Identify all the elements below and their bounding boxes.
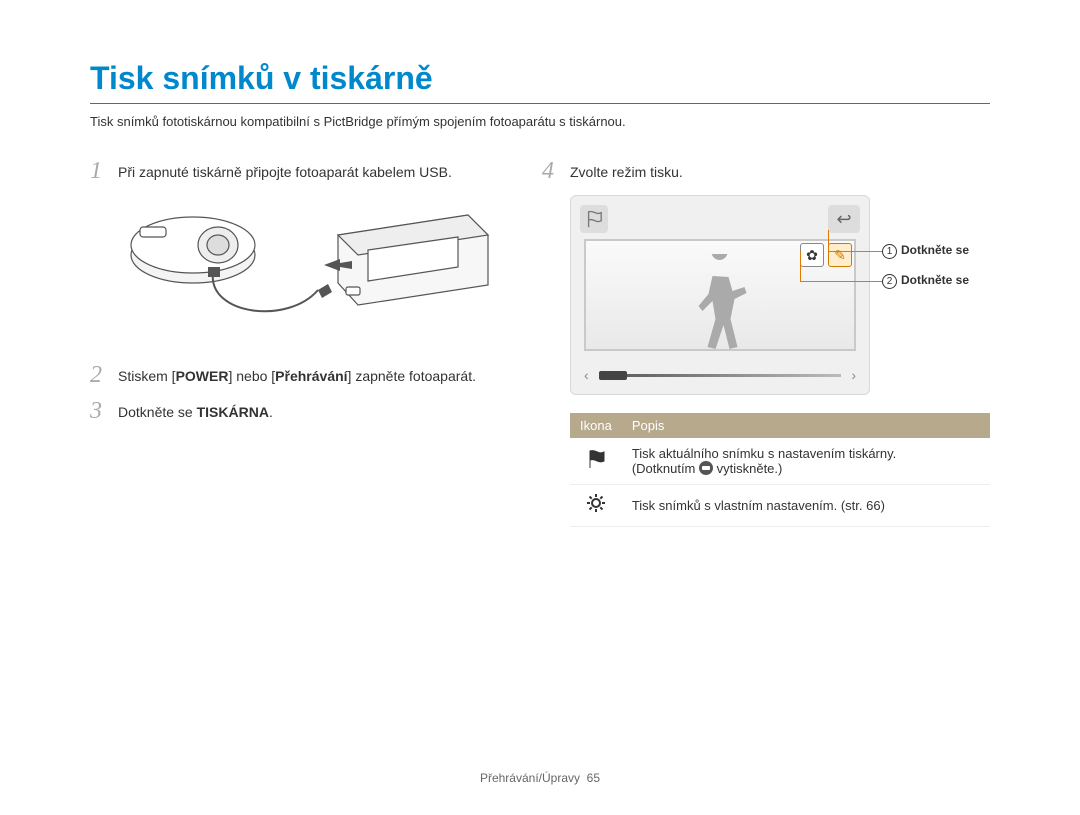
text-bold: POWER [176,368,229,384]
text-fragment: Dotkněte se [118,404,197,420]
step-number: 2 [90,363,118,387]
scroll-bar: ‹ › [584,367,856,383]
text-fragment: Tisk aktuálního snímku s nastavením tisk… [632,446,896,461]
step-4: 4 Zvolte režim tisku. [542,159,990,183]
step-number: 1 [90,159,118,183]
text-fragment: ] zapněte fotoaparát. [348,368,476,384]
step-1: 1 Při zapnuté tiskárně připojte fotoapar… [90,159,502,183]
flag-icon[interactable] [580,205,608,233]
gear-icon[interactable]: ✿ [800,243,824,267]
text-fragment: ] nebo [ [228,368,275,384]
callout-text: Dotkněte se [901,243,969,257]
table-row: Tisk snímků s vlastním nastavením. (str.… [570,485,990,527]
text-bold: Přehrávání [275,368,347,384]
prev-icon[interactable]: ‹ [584,367,589,383]
row-desc: Tisk snímků s vlastním nastavením. (str.… [622,485,990,527]
footer-page-number: 65 [587,771,600,785]
callout-badge: 1 [882,244,897,259]
mode-icons-group: ✿ ✎ [800,243,852,267]
page-footer: Přehrávání/Úpravy 65 [0,771,1080,785]
step-2: 2 Stiskem [POWER] nebo [Přehrávání] zapn… [90,363,502,387]
printer-dot-icon [699,461,713,475]
page-subtitle: Tisk snímků fototiskárnou kompatibilní s… [90,114,990,129]
table-header-icon: Ikona [570,413,622,438]
callout-1: 1 Dotkněte se [882,243,969,259]
step-text: Při zapnuté tiskárně připojte fotoaparát… [118,159,452,183]
page-title: Tisk snímků v tiskárně [90,60,990,97]
text-fragment: . [269,404,273,420]
callout-2: 2 Dotkněte se [882,273,969,289]
step-number: 4 [542,159,570,183]
back-icon[interactable]: ↩ [828,205,860,233]
row-desc: Tisk aktuálního snímku s nastavením tisk… [622,438,990,485]
callout-leader [828,251,882,252]
callout-leader [800,281,882,282]
table-row: Tisk aktuálního snímku s nastavením tisk… [570,438,990,485]
text-fragment: Stiskem [ [118,368,176,384]
icon-description-table: Ikona Popis Tisk aktuálního snímku s nas… [570,413,990,527]
next-icon[interactable]: › [851,367,856,383]
right-column: 4 Zvolte režim tisku. ↩ [542,159,990,527]
step-text: Stiskem [POWER] nebo [Přehrávání] zapnět… [118,363,476,387]
row-icon-flag [570,438,622,485]
table-header-row: Ikona Popis [570,413,990,438]
callout-badge: 2 [882,274,897,289]
text-fragment: vytiskněte.) [713,461,782,476]
footer-section: Přehrávání/Úpravy [480,771,580,785]
step-text: Dotkněte se TISKÁRNA. [118,399,273,423]
camera-screen-mock: ↩ ✿ ✎ ‹ › [570,195,870,395]
row-icon-gear [570,485,622,527]
quick-print-icon[interactable]: ✎ [828,243,852,267]
text-fragment: (Dotknutím [632,461,699,476]
text-bold: TISKÁRNA [197,404,269,420]
step-number: 3 [90,399,118,423]
camera-printer-illustration [118,195,502,345]
scroll-track[interactable] [599,374,842,377]
title-underline [90,103,990,104]
left-column: 1 Při zapnuté tiskárně připojte fotoapar… [90,159,502,527]
step-text: Zvolte režim tisku. [570,159,683,183]
table-header-desc: Popis [622,413,990,438]
callout-text: Dotkněte se [901,273,969,287]
step-3: 3 Dotkněte se TISKÁRNA. [90,399,502,423]
